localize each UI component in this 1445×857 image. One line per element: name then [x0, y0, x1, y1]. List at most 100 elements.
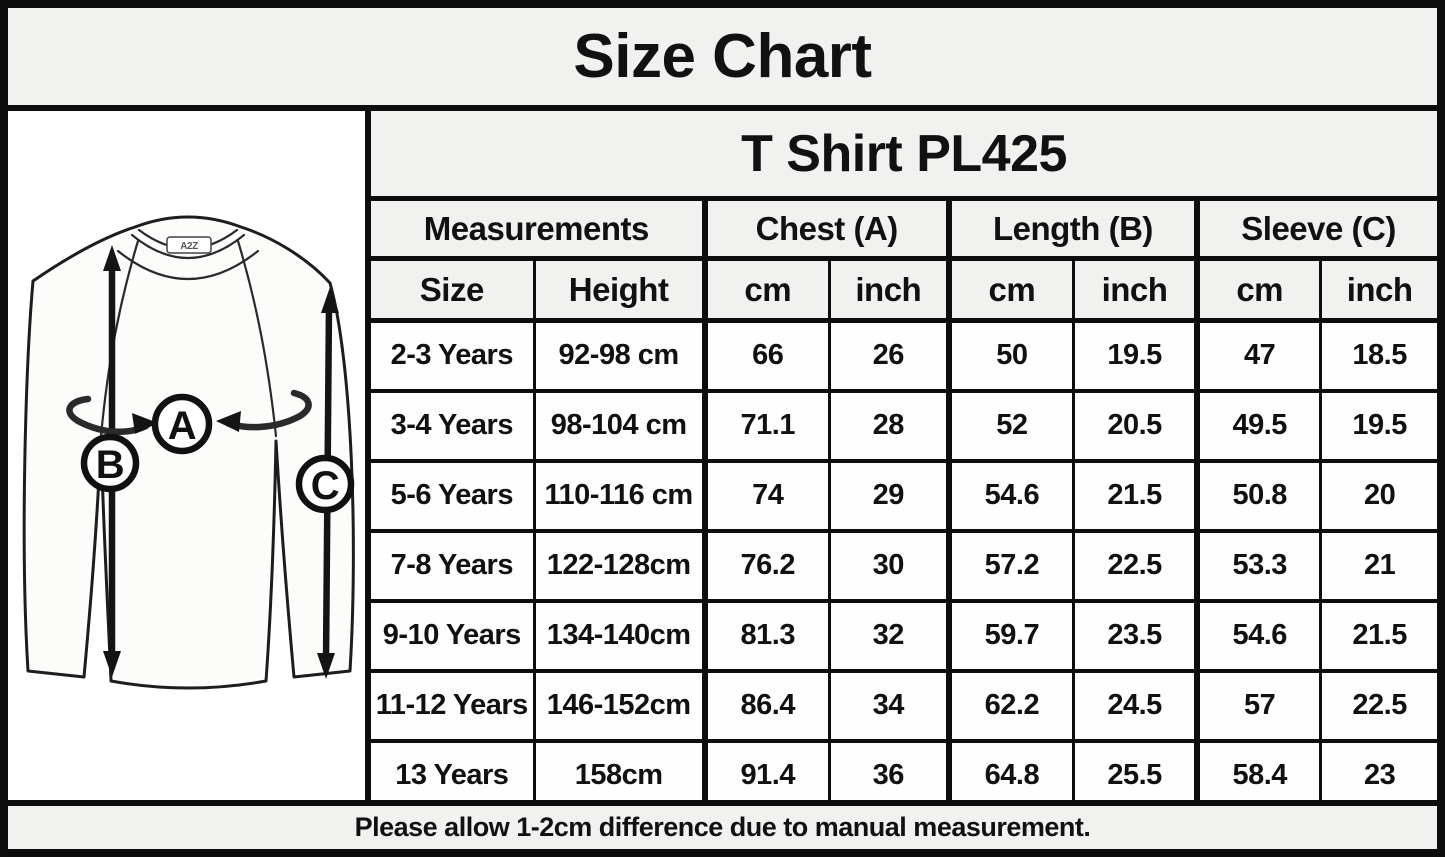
- cell-length-inch: 23.5: [1071, 598, 1199, 672]
- cell-height: 92-98 cm: [532, 318, 707, 392]
- product-title-row: T Shirt PL425: [371, 111, 1437, 201]
- point-c-circle: [295, 454, 355, 514]
- col-header-sleeve-cm: cm: [1194, 257, 1323, 323]
- group-header-length: Length (B): [945, 197, 1199, 261]
- cell-chest-inch: 29: [827, 458, 951, 532]
- point-c-label: C: [311, 464, 339, 508]
- cell-length-cm: 54.6: [945, 458, 1075, 532]
- cell-sleeve-inch: 21: [1319, 528, 1437, 602]
- group-header-sleeve: Sleeve (C): [1194, 197, 1437, 261]
- table-row: 9-10 Years 134-140cm 81.3 32 59.7 23.5 5…: [371, 598, 1437, 672]
- cell-length-cm: 50: [945, 318, 1075, 392]
- table-row: 2-3 Years 92-98 cm 66 26 50 19.5 47 18.5: [371, 318, 1437, 392]
- cell-size: 3-4 Years: [371, 388, 536, 462]
- chest-arrow-left-curve: [66, 395, 150, 435]
- table-row: 11-12 Years 146-152cm 86.4 34 62.2 24.5 …: [371, 668, 1437, 742]
- cell-size: 11-12 Years: [371, 668, 536, 742]
- col-header-length-inch: inch: [1071, 257, 1199, 323]
- cell-chest-cm: 86.4: [701, 668, 831, 742]
- cell-chest-inch: 34: [827, 668, 951, 742]
- cell-length-cm: 62.2: [945, 668, 1075, 742]
- size-table: T Shirt PL425 Measurements Chest (A) Len…: [371, 111, 1437, 813]
- sleeve-arrow-c-head-bottom: [317, 653, 335, 679]
- cell-chest-cm: 76.2: [701, 528, 831, 602]
- cell-length-cm: 59.7: [945, 598, 1075, 672]
- cell-height: 98-104 cm: [532, 388, 707, 462]
- cell-sleeve-inch: 18.5: [1319, 318, 1437, 392]
- page-title: Size Chart: [573, 22, 872, 91]
- length-arrow-b-head-bottom: [103, 651, 121, 677]
- cell-length-cm: 57.2: [945, 528, 1075, 602]
- raglan-seam-right: [236, 239, 278, 438]
- cell-size: 5-6 Years: [371, 458, 536, 532]
- cell-sleeve-cm: 47: [1194, 318, 1323, 392]
- point-a-circle: [151, 393, 213, 455]
- cell-sleeve-inch: 21.5: [1319, 598, 1437, 672]
- cell-size: 7-8 Years: [371, 528, 536, 602]
- sleeve-arrow-c-head-top: [321, 287, 339, 313]
- cell-chest-inch: 28: [827, 388, 951, 462]
- cell-chest-inch: 32: [827, 598, 951, 672]
- cell-chest-inch: 26: [827, 318, 951, 392]
- cell-length-inch: 19.5: [1071, 318, 1199, 392]
- title-bar: Size Chart: [8, 8, 1437, 111]
- cell-height: 146-152cm: [532, 668, 707, 742]
- table-row: 3-4 Years 98-104 cm 71.1 28 52 20.5 49.5…: [371, 388, 1437, 462]
- cell-length-inch: 20.5: [1071, 388, 1199, 462]
- footer-note-bar: Please allow 1-2cm difference due to man…: [8, 800, 1437, 849]
- cell-height: 134-140cm: [532, 598, 707, 672]
- footer-note: Please allow 1-2cm difference due to man…: [354, 812, 1091, 842]
- cell-chest-inch: 30: [827, 528, 951, 602]
- product-title: T Shirt PL425: [371, 111, 1437, 201]
- cell-sleeve-inch: 19.5: [1319, 388, 1437, 462]
- group-header-chest: Chest (A): [701, 197, 951, 261]
- neck-brand-label-text: A2Z: [180, 241, 198, 252]
- col-header-length-cm: cm: [945, 257, 1075, 323]
- cell-chest-cm: 81.3: [701, 598, 831, 672]
- col-header-size: Size: [371, 257, 536, 323]
- collar-ribbing-seam: [130, 233, 246, 260]
- sub-header-row: Size Height cm inch cm inch cm inch: [371, 257, 1437, 323]
- neck-brand-label: [166, 236, 212, 254]
- cell-chest-cm: 71.1: [701, 388, 831, 462]
- main-content: A2Z A B C: [8, 111, 1437, 813]
- cell-sleeve-cm: 54.6: [1194, 598, 1323, 672]
- cell-sleeve-cm: 50.8: [1194, 458, 1323, 532]
- size-table-panel: T Shirt PL425 Measurements Chest (A) Len…: [371, 111, 1437, 813]
- cell-sleeve-cm: 53.3: [1194, 528, 1323, 602]
- col-header-height: Height: [532, 257, 707, 323]
- cell-length-inch: 24.5: [1071, 668, 1199, 742]
- chest-arrow-right-head: [216, 411, 241, 432]
- cell-height: 110-116 cm: [532, 458, 707, 532]
- cell-length-inch: 22.5: [1071, 528, 1199, 602]
- col-header-sleeve-inch: inch: [1319, 257, 1437, 323]
- shirt-diagram-svg: A2Z A B C: [22, 215, 355, 690]
- shirt-diagram-panel: A2Z A B C: [8, 111, 371, 800]
- length-arrow-b-head-top: [103, 245, 121, 271]
- raglan-seam-left: [99, 239, 140, 438]
- cell-length-inch: 21.5: [1071, 458, 1199, 532]
- col-header-chest-cm: cm: [701, 257, 831, 323]
- cell-chest-cm: 66: [701, 318, 831, 392]
- cell-height: 122-128cm: [532, 528, 707, 602]
- point-a-label: A: [168, 404, 196, 448]
- chest-arrow-right-curve: [226, 389, 312, 431]
- point-b-circle: [80, 433, 140, 493]
- point-b-label: B: [96, 443, 124, 487]
- table-row: 5-6 Years 110-116 cm 74 29 54.6 21.5 50.…: [371, 458, 1437, 532]
- cell-sleeve-inch: 22.5: [1319, 668, 1437, 742]
- front-neck-seam: [116, 249, 260, 280]
- chest-arrow-left-head: [132, 413, 158, 434]
- cell-sleeve-cm: 49.5: [1194, 388, 1323, 462]
- cell-size: 9-10 Years: [371, 598, 536, 672]
- group-header-measurements: Measurements: [371, 197, 707, 261]
- cell-size: 2-3 Years: [371, 318, 536, 392]
- cell-length-cm: 52: [945, 388, 1075, 462]
- group-header-row: Measurements Chest (A) Length (B) Sleeve…: [371, 197, 1437, 261]
- cell-sleeve-inch: 20: [1319, 458, 1437, 532]
- col-header-chest-inch: inch: [827, 257, 951, 323]
- table-row: 7-8 Years 122-128cm 76.2 30 57.2 22.5 53…: [371, 528, 1437, 602]
- cell-chest-cm: 74: [701, 458, 831, 532]
- cell-sleeve-cm: 57: [1194, 668, 1323, 742]
